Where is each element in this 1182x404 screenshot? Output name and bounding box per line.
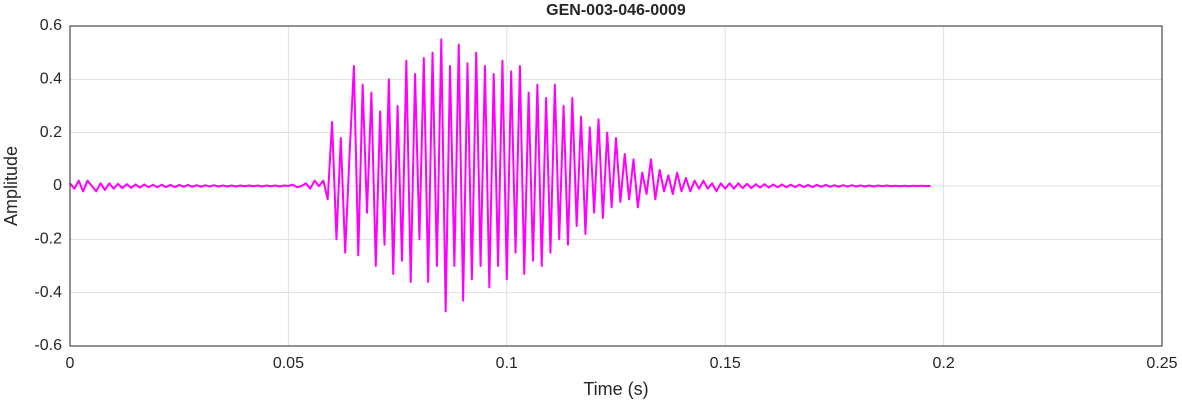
chart-title: GEN-003-046-0009 xyxy=(546,2,686,19)
x-tick-label: 0.15 xyxy=(710,355,741,372)
y-tick-label: 0 xyxy=(53,177,62,194)
y-tick-label: -0.6 xyxy=(34,337,62,354)
x-tick-label: 0.2 xyxy=(932,355,954,372)
y-tick-label: 0.4 xyxy=(40,71,62,88)
x-tick-label: 0.25 xyxy=(1146,355,1177,372)
plot-frame xyxy=(69,25,1163,347)
x-tick-label: 0.1 xyxy=(496,355,518,372)
x-tick-label: 0 xyxy=(66,355,75,372)
x-axis-label: Time (s) xyxy=(583,379,648,399)
data-line xyxy=(69,38,931,313)
y-tick-label: -0.4 xyxy=(34,284,62,301)
y-tick-label: -0.2 xyxy=(34,231,62,248)
y-tick-label: 0.6 xyxy=(40,17,62,34)
y-tick-label: 0.2 xyxy=(40,124,62,141)
y-axis-label: Amplitude xyxy=(1,146,21,226)
x-tick-label: 0.05 xyxy=(273,355,304,372)
